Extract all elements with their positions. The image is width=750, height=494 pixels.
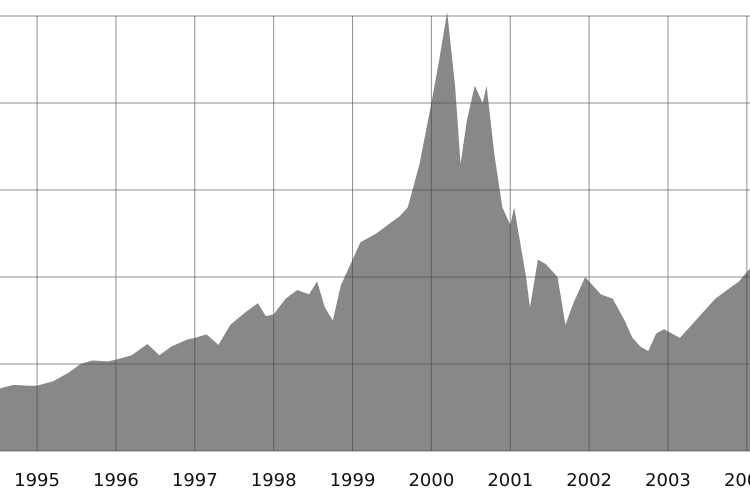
x-tick-label: 1995: [14, 470, 60, 491]
x-tick-label: 2002: [566, 470, 612, 491]
x-tick-label: 1996: [93, 470, 139, 491]
x-tick-label: 2004: [724, 470, 750, 491]
x-tick-label: 1997: [172, 470, 218, 491]
x-tick-label: 2000: [408, 470, 454, 491]
area: [0, 11, 750, 451]
x-tick-label: 2003: [645, 470, 691, 491]
x-tick-label: 2001: [487, 470, 533, 491]
x-tick-label: 1998: [251, 470, 297, 491]
x-tick-label: 1999: [330, 470, 376, 491]
